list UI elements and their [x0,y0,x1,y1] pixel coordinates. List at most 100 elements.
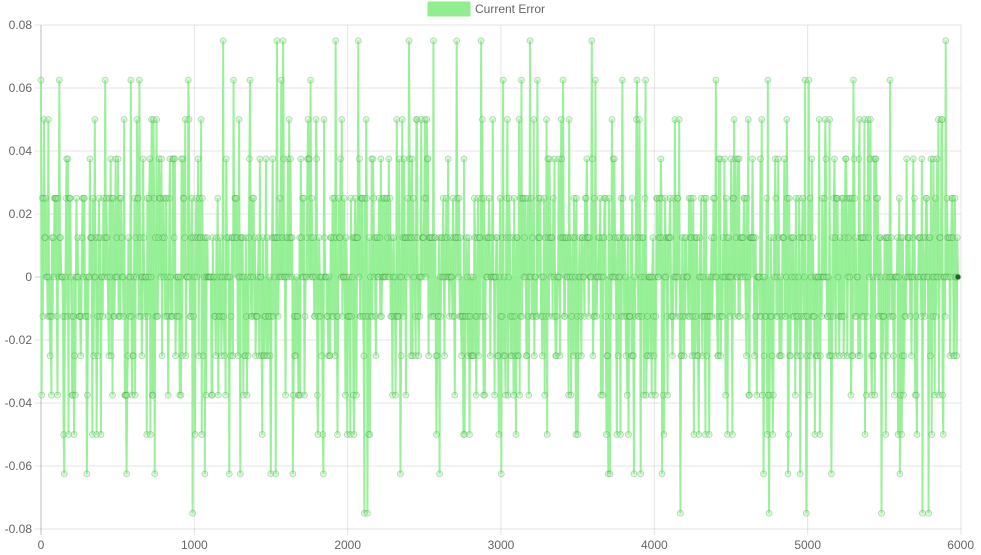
data-point[interactable] [930,273,938,281]
data-point[interactable] [328,312,336,320]
data-point[interactable] [871,391,879,399]
data-point[interactable] [593,273,601,281]
data-point[interactable] [161,234,168,242]
data-point[interactable] [338,312,346,320]
data-point[interactable] [551,312,559,320]
data-point[interactable] [176,273,184,281]
data-point[interactable] [214,391,222,399]
data-point[interactable] [546,155,553,163]
data-point[interactable] [606,470,614,478]
data-point[interactable] [195,194,203,202]
data-point[interactable] [360,352,368,360]
data-point[interactable] [199,352,207,360]
data-point[interactable] [101,76,109,84]
data-point[interactable] [86,155,94,163]
data-point[interactable] [381,273,389,281]
data-point[interactable] [443,234,451,242]
data-point[interactable] [314,431,322,438]
data-point[interactable] [550,273,558,281]
data-point[interactable] [73,194,80,202]
data-point[interactable] [571,234,579,242]
data-point[interactable] [101,273,108,281]
data-point[interactable] [254,273,262,281]
data-point[interactable] [793,312,800,320]
data-point[interactable] [590,312,598,320]
data-point[interactable] [515,352,522,360]
data-point[interactable] [198,431,206,438]
data-point[interactable] [578,234,586,242]
data-point[interactable] [340,273,347,281]
data-point[interactable] [697,273,704,281]
data-point[interactable] [615,273,623,281]
data-point[interactable] [474,194,482,202]
data-point[interactable] [767,234,775,242]
data-point[interactable] [799,234,807,242]
data-point[interactable] [331,194,338,202]
data-point[interactable] [390,312,398,320]
data-point[interactable] [596,194,604,202]
data-point[interactable] [287,155,294,163]
data-point[interactable] [121,391,129,399]
data-point[interactable] [890,352,898,360]
data-point[interactable] [49,312,57,320]
data-point[interactable] [710,194,717,202]
data-point[interactable] [318,352,325,360]
data-point[interactable] [480,194,488,202]
data-point[interactable] [654,273,662,281]
data-point[interactable] [867,352,875,360]
data-point[interactable] [58,273,66,281]
data-point[interactable] [426,234,434,242]
data-point[interactable] [54,194,62,202]
data-point[interactable] [271,273,278,281]
data-point[interactable] [368,312,376,320]
data-point[interactable] [591,312,599,320]
data-point[interactable] [227,312,235,320]
data-point[interactable] [552,352,560,360]
data-point[interactable] [931,391,939,399]
data-point[interactable] [231,194,239,202]
data-point[interactable] [183,273,191,281]
data-point[interactable] [589,352,597,360]
data-point[interactable] [170,155,178,163]
data-point[interactable] [865,234,873,242]
data-point[interactable] [206,273,214,281]
data-point[interactable] [71,391,79,399]
data-point[interactable] [471,234,479,242]
data-point[interactable] [261,312,269,320]
data-point[interactable] [721,273,729,281]
data-point[interactable] [609,273,616,281]
data-point[interactable] [247,273,255,281]
data-point[interactable] [833,194,841,202]
data-point[interactable] [366,431,374,438]
data-point[interactable] [82,312,90,320]
data-point[interactable] [661,273,668,281]
data-point[interactable] [203,234,211,242]
data-point[interactable] [165,194,173,202]
data-point[interactable] [508,352,516,360]
data-point[interactable] [194,155,202,163]
data-point[interactable] [886,76,894,84]
data-point[interactable] [485,194,493,202]
data-point[interactable] [41,234,49,242]
data-point[interactable] [898,352,906,360]
data-point[interactable] [464,312,472,320]
data-point[interactable] [798,312,805,320]
data-point[interactable] [552,352,560,360]
data-point[interactable] [214,194,222,202]
data-point[interactable] [815,116,823,123]
data-point[interactable] [594,273,602,281]
data-point[interactable] [928,273,936,281]
data-point[interactable] [895,194,903,202]
data-point[interactable] [557,116,565,123]
data-point[interactable] [304,116,312,123]
data-point[interactable] [602,312,610,320]
data-point[interactable] [335,194,343,202]
data-point[interactable] [378,312,385,320]
data-point[interactable] [926,234,934,242]
data-point[interactable] [535,194,542,202]
data-point[interactable] [658,194,665,202]
data-point[interactable] [883,234,891,242]
data-point[interactable] [415,352,423,360]
data-point[interactable] [422,194,430,202]
data-point[interactable] [141,312,149,320]
